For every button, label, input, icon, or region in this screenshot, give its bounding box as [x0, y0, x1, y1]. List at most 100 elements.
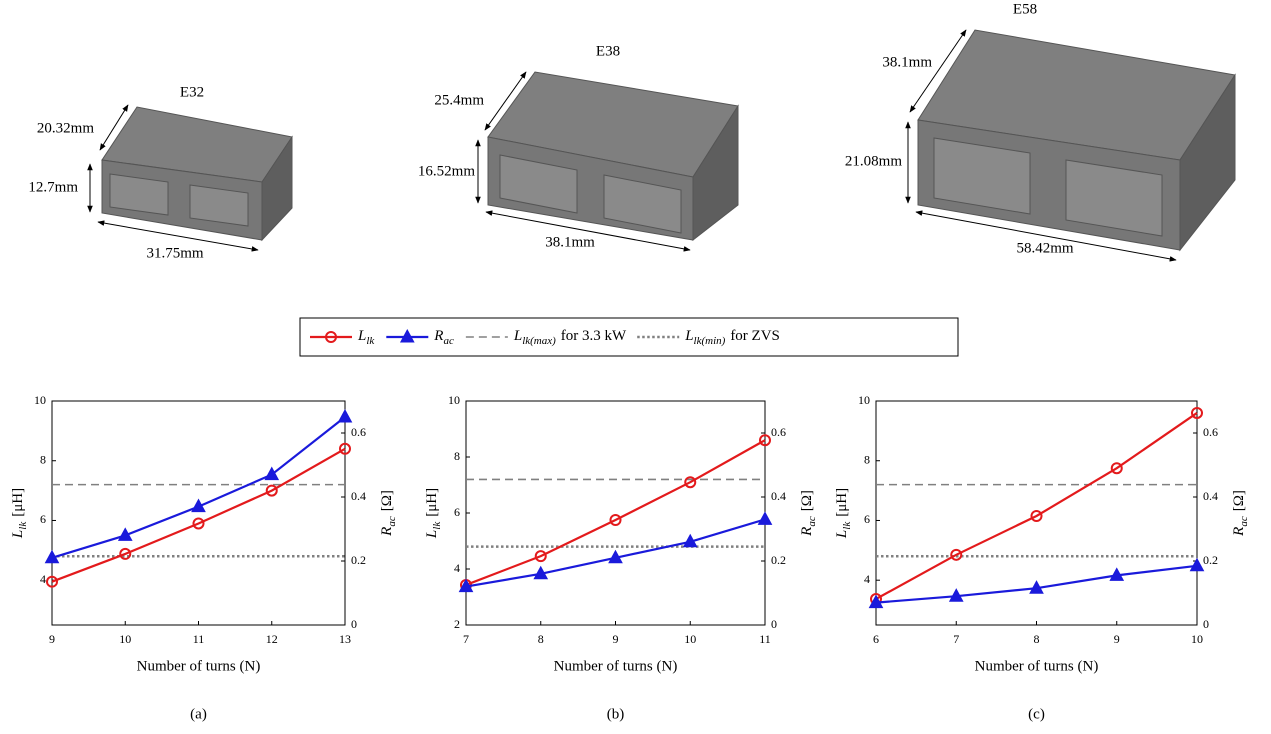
caption: (a) [190, 706, 207, 722]
symbol-label: Llk [μH] [834, 488, 852, 539]
subscript: ac [443, 335, 454, 347]
suffix: [μH] [424, 488, 440, 517]
y-tick-label: 6 [454, 505, 460, 519]
x-axis-label: Number of turns (N) [554, 658, 678, 674]
plot-frame [466, 401, 765, 625]
dim-label: 38.1mm [882, 54, 932, 70]
x-tick-label: 10 [684, 632, 696, 646]
symbol-label: Llk [μH] [424, 488, 442, 539]
dim-label: 58.42mm [1016, 240, 1073, 256]
subscript: lk [431, 521, 443, 530]
y-tick-label: 10 [34, 393, 46, 407]
point [265, 468, 278, 480]
symbol: R [1231, 527, 1247, 537]
point [759, 512, 772, 524]
suffix: [Ω] [1231, 490, 1247, 511]
dim-label: 20.32mm [37, 120, 94, 136]
y2-tick-label: 0.2 [351, 553, 366, 567]
x-tick-label: 10 [119, 632, 131, 646]
subscript: lk [366, 335, 375, 347]
subscript: lk [841, 521, 853, 530]
x-tick-label: 8 [1034, 632, 1040, 646]
subscript: ac [1238, 516, 1250, 527]
symbol: L [513, 328, 522, 344]
chart: 7 8 9 10 11 2 4 6 8 10 0 0.2 0.4 0.6 Number of turns (… [448, 393, 786, 723]
figure: E32 20.32mm 12.7mm 31.75mm E38 25.4mm 16… [0, 0, 1271, 734]
x-tick-label: 11 [759, 632, 771, 646]
dim-label: 21.08mm [845, 153, 902, 169]
suffix: [μH] [10, 488, 26, 517]
symbol-label: Llk [μH] [10, 488, 28, 539]
y2-tick-label: 0.4 [351, 489, 366, 503]
y2-tick-label: 0.6 [1203, 425, 1218, 439]
chart: 6789104681000.20.40.6Number of turns (N)… [858, 393, 1218, 723]
series-line [52, 417, 345, 558]
y-tick-label: 4 [454, 561, 460, 575]
series-line [52, 449, 345, 582]
y-tick-label: 4 [864, 572, 870, 586]
suffix: [Ω] [799, 490, 815, 511]
y2-tick-label: 0.4 [771, 489, 786, 503]
dim-label: 31.75mm [146, 245, 203, 261]
y-tick-label: 2 [454, 617, 460, 631]
suffix: for ZVS [730, 328, 780, 344]
x-axis-label: Number of turns (N) [137, 658, 261, 674]
symbol-label: Rac [Ω] [379, 490, 397, 537]
y-tick-label: 6 [40, 512, 46, 526]
x-tick-label: 8 [538, 632, 544, 646]
x-tick-label: 12 [266, 632, 278, 646]
point [1191, 559, 1204, 571]
symbol: R [799, 527, 815, 537]
subscript: lk(min) [694, 335, 726, 347]
core-e32: E32 20.32mm 12.7mm 31.75mm [28, 84, 292, 261]
suffix: [μH] [834, 488, 850, 517]
y2-tick-label: 0 [351, 617, 357, 631]
symbol: L [357, 328, 366, 344]
y-tick-label: 8 [454, 449, 460, 463]
subscript: lk [17, 521, 29, 530]
symbol-label: Rac [Ω] [1231, 490, 1249, 537]
x-axis-label: Number of turns (N) [975, 658, 1099, 674]
dim-label: 16.52mm [418, 163, 475, 179]
y2-tick-label: 0 [1203, 617, 1209, 631]
y-tick-label: 6 [864, 512, 870, 526]
caption: (b) [607, 706, 625, 722]
symbol: L [684, 328, 693, 344]
suffix: for 3.3 kW [561, 328, 627, 344]
y-tick-label: 10 [448, 393, 460, 407]
subscript: lk(max) [522, 335, 556, 347]
y2-tick-label: 0.2 [1203, 553, 1218, 567]
x-tick-label: 10 [1191, 632, 1203, 646]
point [339, 410, 352, 422]
x-tick-label: 9 [1114, 632, 1120, 646]
y2-tick-label: 0.4 [1203, 489, 1218, 503]
symbol: L [10, 530, 26, 539]
plot-frame [52, 401, 345, 625]
y-tick-label: 8 [40, 452, 46, 466]
x-tick-label: 6 [873, 632, 879, 646]
core-e38: E38 25.4mm 16.52mm 38.1mm [418, 43, 738, 250]
symbol: R [379, 527, 395, 537]
y2-tick-label: 0.6 [351, 425, 366, 439]
symbol: L [834, 530, 850, 539]
x-tick-label: 13 [339, 632, 351, 646]
y2-tick-label: 0 [771, 617, 777, 631]
core-name: E58 [1013, 1, 1037, 17]
y-tick-label: 10 [858, 393, 870, 407]
subscript: ac [386, 516, 398, 527]
y-tick-label: 4 [40, 572, 46, 586]
x-tick-label: 9 [613, 632, 619, 646]
y2-tick-label: 0.6 [771, 425, 786, 439]
core-name: E38 [596, 43, 620, 59]
suffix: [Ω] [379, 490, 395, 511]
dim-label: 38.1mm [545, 234, 595, 250]
x-tick-label: 7 [463, 632, 469, 646]
y2-tick-label: 0.2 [771, 553, 786, 567]
dim-label: 12.7mm [28, 179, 78, 195]
y-tick-label: 8 [864, 452, 870, 466]
caption: (c) [1028, 706, 1045, 722]
symbol: L [424, 530, 440, 539]
x-tick-label: 9 [49, 632, 55, 646]
subscript: ac [806, 516, 818, 527]
